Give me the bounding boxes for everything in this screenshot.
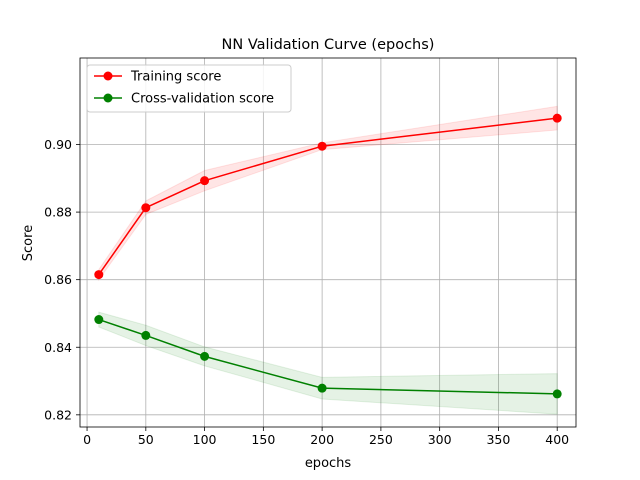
point-training <box>552 113 562 123</box>
confidence-bands <box>98 105 558 415</box>
y-tick-label: 0.90 <box>44 137 72 152</box>
x-axis-ticks: 0 50 100 150 200 250 300 350 400 <box>83 427 569 447</box>
x-tick-label: 150 <box>251 432 275 447</box>
point-training <box>317 141 327 151</box>
legend-marker-training <box>103 71 113 81</box>
legend-box <box>86 64 292 113</box>
x-tick-label: 400 <box>545 432 569 447</box>
legend-label-cross-validation: Cross-validation score <box>131 92 274 107</box>
series-markers <box>94 113 562 399</box>
y-axis-label: Score <box>21 225 36 261</box>
x-tick-label: 250 <box>369 432 393 447</box>
legend: Training score Cross-validation score <box>86 64 292 113</box>
legend-marker-cross-validation <box>103 93 113 103</box>
band-cross-validation <box>98 311 558 415</box>
point-cross-validation <box>552 389 562 399</box>
y-tick-label: 0.88 <box>44 205 72 220</box>
y-tick-label: 0.84 <box>44 340 72 355</box>
y-tick-label: 0.82 <box>44 407 72 422</box>
chart-title: NN Validation Curve (epochs) <box>222 37 435 53</box>
y-axis-ticks: 0.82 0.84 0.86 0.88 0.90 <box>44 137 80 422</box>
point-cross-validation <box>317 383 327 393</box>
band-training <box>98 105 558 282</box>
plot-frame <box>79 57 577 428</box>
point-cross-validation <box>200 351 210 361</box>
point-cross-validation <box>141 330 151 340</box>
point-cross-validation <box>94 315 104 325</box>
x-tick-label: 50 <box>138 432 154 447</box>
x-tick-label: 300 <box>428 432 452 447</box>
grid-layer <box>80 58 576 427</box>
x-tick-label: 350 <box>486 432 510 447</box>
point-training <box>141 203 151 213</box>
x-tick-label: 0 <box>83 432 91 447</box>
x-tick-label: 200 <box>310 432 334 447</box>
y-tick-label: 0.86 <box>44 272 72 287</box>
x-axis-label: epochs <box>305 456 352 471</box>
point-training <box>200 176 210 186</box>
x-tick-label: 100 <box>193 432 217 447</box>
point-training <box>94 270 104 280</box>
legend-label-training: Training score <box>130 70 221 85</box>
